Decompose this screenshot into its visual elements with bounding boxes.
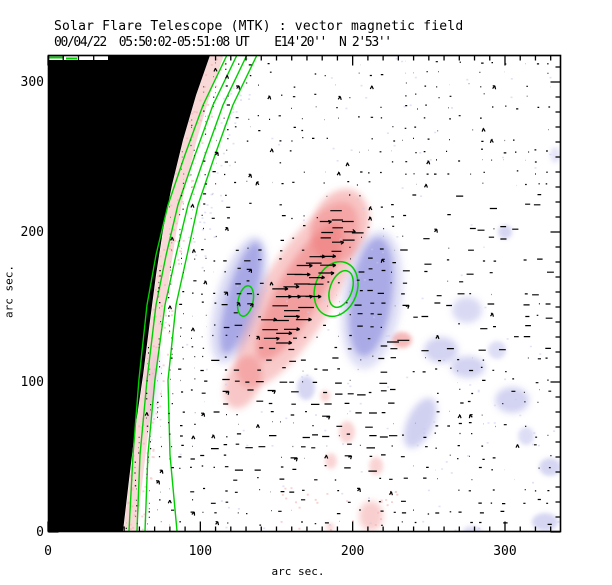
- limb-contours: [128, 55, 258, 532]
- y-tick-label: 200: [20, 225, 44, 240]
- off-disk-region: [48, 55, 210, 532]
- y-tick-label: 300: [20, 75, 44, 90]
- plot-title: Solar Flare Telescope (MTK) : vector mag…: [54, 19, 464, 34]
- x-axis-label: arc sec.: [271, 565, 325, 578]
- plot-subtitle: 00/04/22 05:50:02-05:51:08 UT E14'20'' N…: [54, 35, 392, 50]
- y-tick-label: 100: [20, 375, 44, 390]
- positive-polarity-patches: [223, 189, 413, 532]
- y-axis-label: arc sec.: [2, 265, 16, 318]
- axes: [47, 54, 562, 533]
- limb-pink-band: [123, 55, 224, 532]
- x-tick-label: 100: [188, 544, 213, 559]
- x-tick-label: 200: [340, 544, 365, 559]
- field-contour-ellipses: [236, 260, 359, 318]
- y-tick-label: 0: [36, 525, 44, 540]
- plot-area: [48, 55, 561, 532]
- x-tick-label: 300: [493, 544, 517, 559]
- x-tick-label: 0: [44, 544, 52, 559]
- vector-arrows: [125, 60, 554, 530]
